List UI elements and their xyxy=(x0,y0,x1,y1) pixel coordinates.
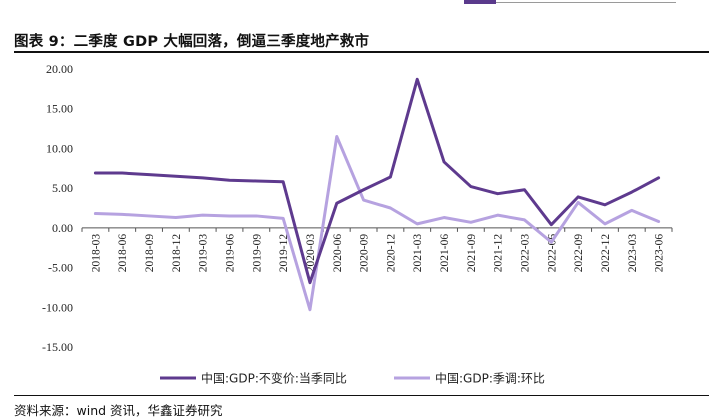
data-point-series-2 xyxy=(121,213,124,216)
header-thin-line xyxy=(496,2,676,3)
x-tick-label: 2021-06 xyxy=(439,234,451,273)
data-point-series-2 xyxy=(576,201,580,204)
series-line-2 xyxy=(93,135,661,312)
legend-label-2: 中国:GDP:季调:环比 xyxy=(435,371,545,386)
y-tick-label: -10.00 xyxy=(42,300,73,314)
data-point-series-1 xyxy=(603,203,607,207)
data-point-series-2 xyxy=(362,198,365,202)
x-tick-label: 2020-09 xyxy=(359,234,371,273)
data-point-series-1 xyxy=(576,195,580,199)
y-tick-label: 15.00 xyxy=(46,102,73,116)
x-tick-label: 2019-03 xyxy=(198,234,210,273)
title-underline xyxy=(14,51,709,53)
data-point-series-1 xyxy=(121,171,124,175)
x-tick-label: 2020-06 xyxy=(332,234,344,273)
x-tick-label: 2018-12 xyxy=(171,234,183,273)
x-tick-label: 2022-03 xyxy=(520,234,532,273)
x-tick-label: 2018-06 xyxy=(117,234,129,273)
data-point-series-1 xyxy=(362,188,365,191)
data-point-series-1 xyxy=(281,180,285,183)
data-point-series-1 xyxy=(416,78,419,81)
data-point-series-1 xyxy=(308,281,312,284)
data-point-series-2 xyxy=(416,222,419,226)
data-point-series-1 xyxy=(389,175,392,179)
x-tick-label: 2019-09 xyxy=(251,234,263,273)
x-tick-label: 2020-12 xyxy=(385,234,397,273)
data-point-series-1 xyxy=(550,223,553,226)
data-point-series-2 xyxy=(201,213,204,217)
x-tick-label: 2021-03 xyxy=(412,234,424,273)
chart-legend: 中国:GDP:不变价:当季同比 中国:GDP:季调:环比 xyxy=(160,371,545,386)
data-point-series-2 xyxy=(308,308,312,311)
series-lines xyxy=(93,77,661,312)
data-point-series-2 xyxy=(657,220,660,223)
y-tick-label: -5.00 xyxy=(48,261,73,275)
data-point-series-1 xyxy=(201,176,204,180)
data-point-series-1 xyxy=(335,202,338,205)
data-point-series-2 xyxy=(469,221,473,224)
y-tick-label: 0.00 xyxy=(52,221,73,235)
x-tick-label: 2023-06 xyxy=(654,234,666,273)
data-point-series-2 xyxy=(603,222,607,226)
data-point-series-1 xyxy=(147,173,151,176)
legend-label-1: 中国:GDP:不变价:当季同比 xyxy=(201,371,347,386)
chart-title: 图表 9：二季度 GDP 大幅回落，倒逼三季度地产救市 xyxy=(14,34,370,50)
y-axis-tick-labels: 20.00 15.00 10.00 5.00 0.00 -5.00 -10.00 -15.00 xyxy=(42,62,73,354)
x-tick-label: 2020-03 xyxy=(305,234,317,273)
data-point-series-2 xyxy=(174,216,178,219)
data-point-series-1 xyxy=(630,190,633,194)
header-accent-block xyxy=(464,0,496,4)
data-point-series-2 xyxy=(147,214,151,218)
source-rule xyxy=(14,395,709,396)
x-tick-label: 2018-03 xyxy=(90,234,102,273)
data-point-series-1 xyxy=(174,175,178,178)
data-point-series-2 xyxy=(255,214,258,218)
y-tick-label: -15.00 xyxy=(42,340,73,354)
y-tick-label: 5.00 xyxy=(52,181,73,195)
x-tick-label: 2023-03 xyxy=(627,234,639,273)
data-point-series-1 xyxy=(523,188,526,191)
data-point-series-2 xyxy=(335,135,338,138)
data-point-series-2 xyxy=(496,213,499,217)
x-tick-label: 2022-12 xyxy=(600,234,612,273)
x-tick-label: 2018-09 xyxy=(144,234,156,273)
series-line-1 xyxy=(93,77,661,285)
data-point-series-1 xyxy=(255,179,258,183)
data-point-series-2 xyxy=(389,206,392,210)
data-point-series-2 xyxy=(523,218,526,222)
header-accent-rule xyxy=(464,0,676,4)
x-tick-label: 2021-12 xyxy=(493,234,505,273)
data-point-series-2 xyxy=(442,216,446,219)
x-tick-label: 2022-09 xyxy=(573,234,585,273)
data-point-series-2 xyxy=(630,209,633,212)
data-point-series-1 xyxy=(657,176,660,180)
y-tick-label: 20.00 xyxy=(46,62,73,76)
data-point-series-2 xyxy=(550,240,553,244)
x-tick-label: 2019-06 xyxy=(225,234,237,273)
x-tick-label: 2022-06 xyxy=(546,234,558,273)
data-point-series-1 xyxy=(496,192,499,195)
data-point-series-2 xyxy=(228,214,231,218)
data-point-series-1 xyxy=(228,179,231,182)
x-tick-label: 2019-12 xyxy=(278,234,290,273)
data-point-series-2 xyxy=(281,217,285,220)
data-point-series-2 xyxy=(94,212,97,215)
y-tick-label: 10.00 xyxy=(46,141,73,155)
source-note: 资料来源：wind 资讯，华鑫证券研究 xyxy=(14,403,223,418)
series-points xyxy=(94,78,660,311)
x-axis: 2018-03 2018-06 2018-09 2018-12 2019-03 2019-… xyxy=(81,227,673,273)
data-point-series-1 xyxy=(469,185,473,188)
x-tick-label: 2021-09 xyxy=(466,234,478,273)
data-point-series-1 xyxy=(442,160,446,164)
data-point-series-1 xyxy=(94,171,97,175)
